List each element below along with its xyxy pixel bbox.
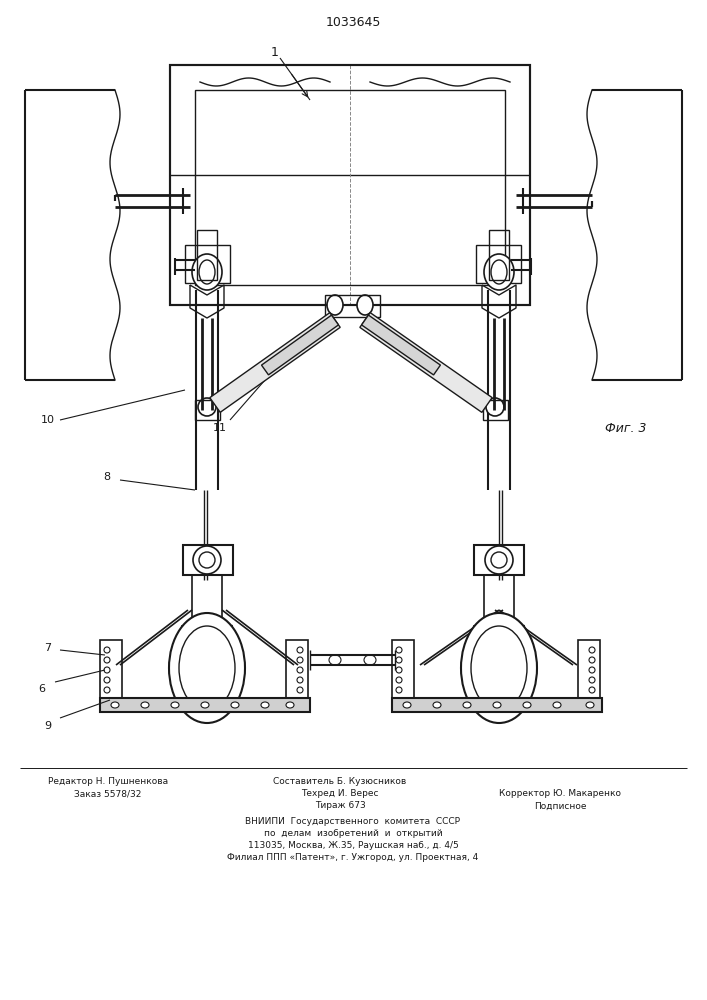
Bar	[170, 65, 530, 305]
Bar	[197, 230, 217, 280]
Ellipse shape	[104, 657, 110, 663]
Text: 113035, Москва, Ж․35, Раушская наб., д. 4/5: 113035, Москва, Ж․35, Раушская наб., д. …	[247, 842, 458, 850]
Text: Заказ 5578/32: Заказ 5578/32	[74, 790, 141, 798]
Ellipse shape	[199, 260, 215, 284]
Text: 1033645: 1033645	[325, 15, 380, 28]
Ellipse shape	[493, 702, 501, 708]
Ellipse shape	[286, 702, 294, 708]
Text: Филиал ППП «Патент», г. Ужгород, ул. Проектная, 4: Филиал ППП «Патент», г. Ужгород, ул. Про…	[228, 854, 479, 862]
Ellipse shape	[485, 546, 513, 574]
Ellipse shape	[231, 702, 239, 708]
Ellipse shape	[471, 626, 527, 710]
Bar	[195, 400, 220, 420]
Ellipse shape	[491, 260, 507, 284]
Ellipse shape	[104, 677, 110, 683]
Text: 10: 10	[41, 415, 55, 425]
Text: по  делам  изобретений  и  открытий: по делам изобретений и открытий	[264, 830, 443, 838]
Ellipse shape	[589, 687, 595, 693]
Text: Подписное: Подписное	[534, 802, 586, 810]
Bar	[192, 575, 222, 625]
Bar	[170, 65, 530, 305]
Polygon shape	[210, 313, 340, 412]
Ellipse shape	[396, 657, 402, 663]
Ellipse shape	[193, 546, 221, 574]
Ellipse shape	[104, 647, 110, 653]
Ellipse shape	[169, 613, 245, 723]
Bar	[195, 90, 505, 285]
Ellipse shape	[104, 687, 110, 693]
Text: Корректор Ю. Макаренко: Корректор Ю. Макаренко	[499, 790, 621, 798]
Text: 1: 1	[271, 45, 279, 58]
Bar	[183, 545, 233, 575]
Bar	[578, 640, 600, 698]
Text: 6: 6	[38, 684, 45, 694]
Ellipse shape	[589, 647, 595, 653]
Ellipse shape	[396, 677, 402, 683]
Ellipse shape	[486, 398, 504, 416]
Ellipse shape	[491, 552, 507, 568]
Ellipse shape	[297, 657, 303, 663]
Ellipse shape	[523, 702, 531, 708]
Bar	[286, 640, 308, 698]
Bar	[100, 698, 310, 712]
Ellipse shape	[141, 702, 149, 708]
Ellipse shape	[433, 702, 441, 708]
Bar	[476, 245, 521, 283]
Ellipse shape	[463, 702, 471, 708]
Ellipse shape	[586, 702, 594, 708]
Bar	[392, 698, 602, 712]
Ellipse shape	[396, 687, 402, 693]
Ellipse shape	[589, 657, 595, 663]
Text: 9: 9	[45, 721, 52, 731]
Ellipse shape	[327, 295, 343, 315]
Bar	[392, 640, 414, 698]
Ellipse shape	[553, 702, 561, 708]
Bar	[489, 230, 509, 280]
Ellipse shape	[461, 613, 537, 723]
Bar	[483, 400, 508, 420]
Ellipse shape	[297, 677, 303, 683]
Ellipse shape	[403, 702, 411, 708]
Polygon shape	[361, 315, 440, 375]
Ellipse shape	[171, 702, 179, 708]
Ellipse shape	[201, 702, 209, 708]
Ellipse shape	[484, 254, 514, 290]
Ellipse shape	[297, 667, 303, 673]
Ellipse shape	[179, 626, 235, 710]
Bar	[100, 640, 122, 698]
Ellipse shape	[396, 667, 402, 673]
Ellipse shape	[589, 667, 595, 673]
Polygon shape	[262, 315, 339, 375]
Ellipse shape	[199, 552, 215, 568]
Ellipse shape	[261, 702, 269, 708]
Ellipse shape	[104, 667, 110, 673]
Bar	[474, 545, 524, 575]
Bar	[325, 295, 380, 317]
Ellipse shape	[396, 647, 402, 653]
Text: 8: 8	[103, 472, 110, 482]
Bar	[185, 245, 230, 283]
Polygon shape	[360, 313, 492, 412]
Ellipse shape	[297, 687, 303, 693]
Text: ВНИИПИ  Государственного  комитета  СССР: ВНИИПИ Государственного комитета СССР	[245, 818, 460, 826]
Text: Фиг. 3: Фиг. 3	[605, 422, 646, 434]
Ellipse shape	[589, 677, 595, 683]
Ellipse shape	[357, 295, 373, 315]
Ellipse shape	[111, 702, 119, 708]
Text: Тираж 673: Тираж 673	[315, 802, 366, 810]
Text: 7: 7	[45, 643, 52, 653]
Ellipse shape	[198, 398, 216, 416]
Bar	[484, 575, 514, 625]
Ellipse shape	[192, 254, 222, 290]
Text: Техред И. Верес: Техред И. Верес	[301, 790, 379, 798]
Text: 11: 11	[213, 423, 227, 433]
Text: Редактор Н. Пушненкова: Редактор Н. Пушненкова	[48, 778, 168, 786]
Ellipse shape	[297, 647, 303, 653]
Text: Составитель Б. Кузюсников: Составитель Б. Кузюсников	[274, 778, 407, 786]
